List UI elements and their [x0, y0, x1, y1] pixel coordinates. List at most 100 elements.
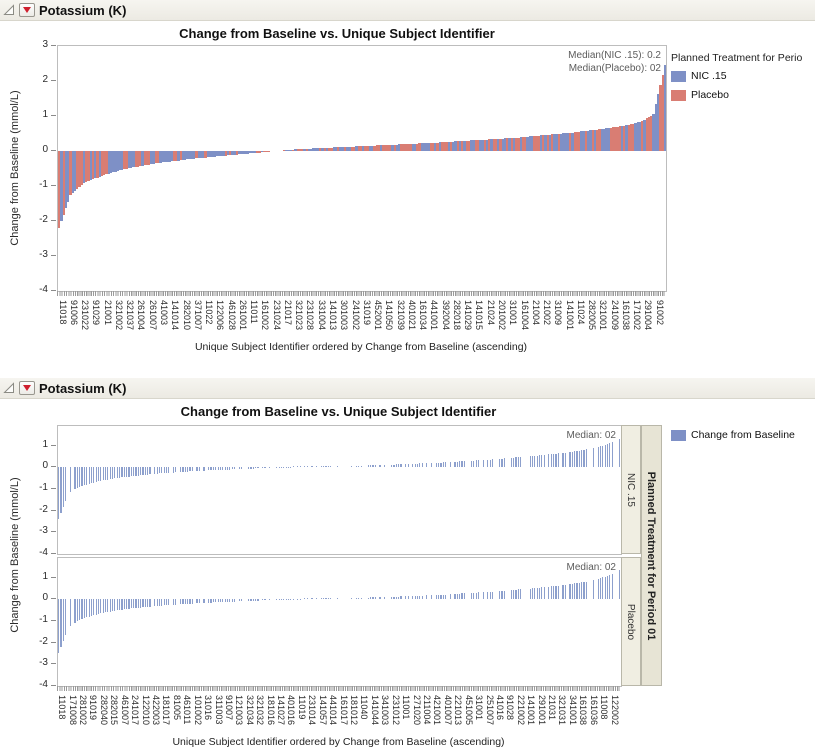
waterfall-bar[interactable]: [409, 143, 412, 151]
waterfall-bar[interactable]: [208, 151, 212, 158]
waterfall-bar[interactable]: [64, 151, 68, 209]
waterfall-bar[interactable]: [316, 466, 318, 468]
waterfall-bar[interactable]: [501, 590, 503, 600]
waterfall-bar[interactable]: [168, 599, 170, 606]
waterfall-bar[interactable]: [538, 587, 541, 600]
waterfall-bar[interactable]: [542, 135, 545, 151]
waterfall-bar[interactable]: [463, 461, 466, 468]
waterfall-bar[interactable]: [578, 131, 581, 151]
waterfall-bar[interactable]: [147, 467, 149, 475]
waterfall-bar[interactable]: [517, 589, 519, 600]
waterfall-bar[interactable]: [393, 464, 395, 468]
waterfall-bar[interactable]: [325, 147, 329, 151]
waterfall-bar[interactable]: [429, 142, 432, 151]
waterfall-bar[interactable]: [543, 454, 545, 468]
waterfall-bar[interactable]: [98, 151, 101, 177]
waterfall-bar[interactable]: [88, 599, 90, 617]
waterfall-bar[interactable]: [357, 146, 360, 151]
waterfall-bar[interactable]: [133, 599, 135, 609]
waterfall-bar[interactable]: [285, 150, 288, 151]
waterfall-bar[interactable]: [461, 141, 464, 151]
waterfall-bar[interactable]: [550, 586, 552, 600]
waterfall-bar[interactable]: [337, 147, 340, 151]
waterfall-bar[interactable]: [208, 467, 210, 471]
waterfall-bar[interactable]: [202, 151, 205, 158]
waterfall-bar[interactable]: [143, 151, 146, 166]
waterfall-bar[interactable]: [62, 599, 64, 642]
waterfall-bar[interactable]: [240, 599, 243, 602]
waterfall-bar[interactable]: [303, 148, 306, 151]
waterfall-bar[interactable]: [161, 467, 163, 474]
waterfall-bar[interactable]: [487, 591, 489, 600]
waterfall-bar[interactable]: [299, 466, 301, 468]
waterfall-bar[interactable]: [418, 143, 421, 151]
waterfall-bar[interactable]: [118, 599, 121, 611]
waterfall-bar[interactable]: [445, 141, 448, 151]
waterfall-bar[interactable]: [367, 597, 369, 600]
waterfall-bar[interactable]: [137, 467, 139, 476]
waterfall-bar[interactable]: [391, 144, 394, 151]
waterfall-bar[interactable]: [224, 467, 226, 470]
waterfall-bar[interactable]: [172, 599, 175, 605]
waterfall-bar[interactable]: [128, 599, 130, 609]
waterfall-bar[interactable]: [384, 145, 387, 151]
waterfall-bar[interactable]: [297, 599, 299, 601]
waterfall-bar[interactable]: [229, 467, 231, 470]
waterfall-bar[interactable]: [149, 467, 151, 475]
waterfall-bar[interactable]: [395, 464, 397, 468]
waterfall-bar[interactable]: [111, 599, 114, 612]
waterfall-bar[interactable]: [470, 140, 473, 151]
waterfall-bar[interactable]: [97, 467, 100, 482]
waterfall-bar[interactable]: [395, 144, 399, 151]
waterfall-bar[interactable]: [283, 599, 285, 601]
waterfall-bar[interactable]: [560, 133, 563, 151]
waterfall-bar[interactable]: [416, 463, 419, 468]
waterfall-bar[interactable]: [404, 144, 408, 151]
waterfall-bar[interactable]: [198, 599, 200, 604]
waterfall-bar[interactable]: [576, 583, 578, 600]
waterfall-bar[interactable]: [351, 465, 353, 468]
waterfall-bar[interactable]: [364, 145, 367, 151]
waterfall-bar[interactable]: [510, 137, 513, 151]
waterfall-bar[interactable]: [269, 467, 271, 469]
waterfall-bar[interactable]: [292, 599, 294, 601]
waterfall-bar[interactable]: [351, 597, 353, 600]
waterfall-bar[interactable]: [618, 439, 620, 468]
waterfall-bar[interactable]: [229, 151, 232, 156]
waterfall-bar[interactable]: [130, 467, 132, 477]
waterfall-bar[interactable]: [506, 138, 509, 151]
waterfall-bar[interactable]: [265, 151, 268, 152]
waterfall-bar[interactable]: [289, 149, 293, 151]
waterfall-bar[interactable]: [128, 467, 130, 477]
waterfall-bar[interactable]: [555, 453, 557, 468]
waterfall-bar[interactable]: [379, 465, 381, 468]
waterfall-bar[interactable]: [100, 151, 104, 176]
waterfall-bar[interactable]: [327, 598, 329, 600]
waterfall-bar[interactable]: [256, 151, 259, 153]
waterfall-bar[interactable]: [391, 596, 393, 600]
waterfall-bar[interactable]: [513, 589, 515, 600]
waterfall-bar[interactable]: [255, 467, 257, 469]
waterfall-bar[interactable]: [343, 146, 347, 151]
waterfall-bar[interactable]: [562, 452, 564, 468]
waterfall-bar[interactable]: [382, 145, 385, 151]
waterfall-bar[interactable]: [179, 467, 182, 473]
waterfall-bar[interactable]: [598, 129, 601, 151]
disclosure-triangle-icon[interactable]: [3, 382, 15, 394]
waterfall-bar[interactable]: [562, 585, 564, 600]
waterfall-bar[interactable]: [611, 442, 613, 468]
waterfall-bar[interactable]: [304, 466, 306, 468]
waterfall-bar[interactable]: [405, 464, 407, 468]
waterfall-bar[interactable]: [73, 151, 77, 191]
waterfall-bar[interactable]: [74, 599, 76, 623]
waterfall-bar[interactable]: [583, 582, 585, 600]
waterfall-bar[interactable]: [449, 594, 451, 600]
waterfall-bar[interactable]: [454, 593, 456, 600]
waterfall-bar[interactable]: [285, 467, 287, 469]
waterfall-bar[interactable]: [247, 151, 250, 154]
waterfall-bar[interactable]: [389, 144, 392, 151]
waterfall-bar[interactable]: [482, 459, 484, 468]
y-axis-1[interactable]: 3 2 1 0 -1 -2 -3 -4: [30, 39, 56, 295]
waterfall-bar[interactable]: [240, 151, 243, 155]
waterfall-bar[interactable]: [161, 151, 164, 163]
